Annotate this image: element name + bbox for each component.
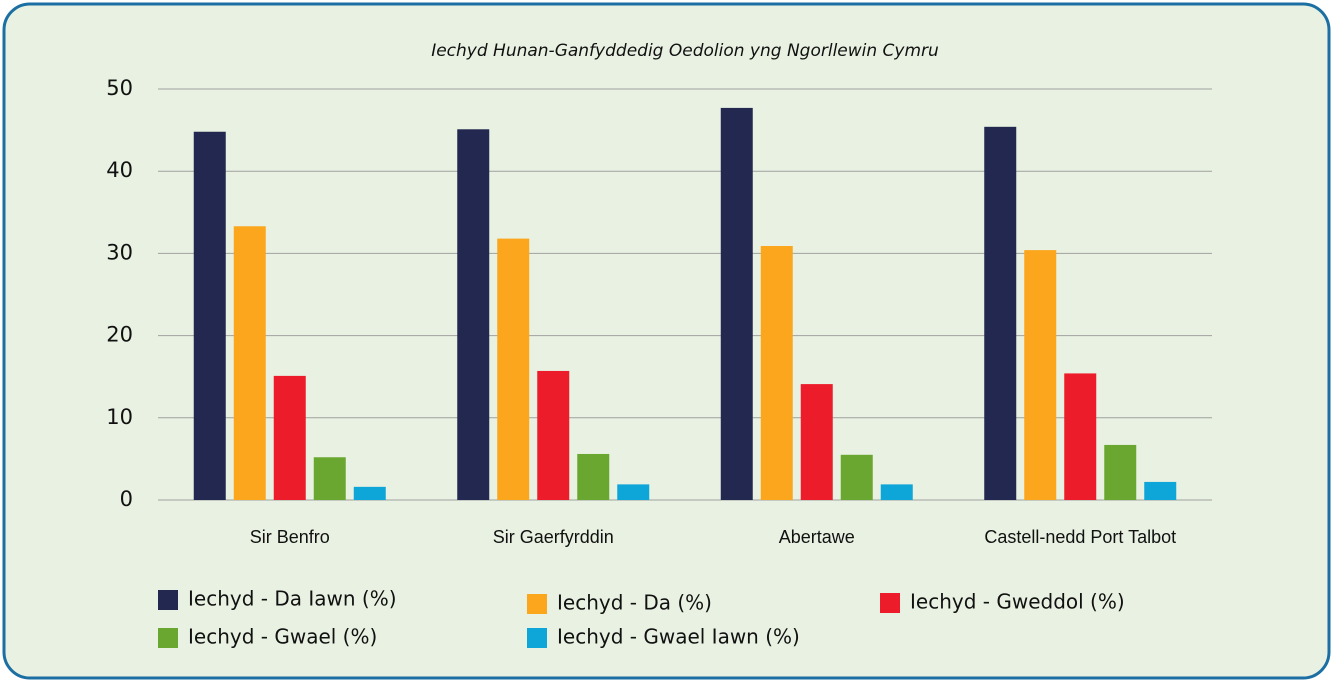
bar: [353, 486, 386, 500]
y-tick-label: 40: [106, 158, 133, 182]
legend-label: Iechyd - Gwael Iawn (%): [557, 625, 800, 649]
x-tick-label: Castell-nedd Port Talbot: [984, 527, 1176, 547]
bar: [800, 384, 833, 500]
legend-swatch: [158, 590, 178, 610]
bar: [313, 457, 346, 500]
bar: [1144, 481, 1177, 500]
bar: [984, 126, 1017, 500]
legend-swatch: [527, 594, 547, 614]
x-tick-label: Abertawe: [779, 527, 855, 547]
legend-label: Iechyd - Da (%): [557, 591, 712, 615]
bar: [577, 453, 610, 500]
bar: [840, 454, 873, 500]
bar: [537, 370, 570, 500]
legend-label: Iechyd - Gwael (%): [188, 625, 377, 649]
bar: [880, 484, 913, 500]
x-tick-label: Sir Benfro: [250, 527, 330, 547]
legend-swatch: [880, 593, 900, 613]
bar: [1064, 373, 1097, 500]
bar: [760, 246, 793, 500]
bar: [1104, 444, 1137, 500]
legend-swatch: [158, 628, 178, 648]
bar: [617, 484, 650, 500]
bar: [193, 131, 226, 500]
bar: [1024, 250, 1057, 500]
bar: [457, 129, 490, 500]
legend-swatch: [527, 628, 547, 648]
bar: [720, 107, 753, 500]
bar: [233, 226, 266, 501]
chart-title: Iechyd Hunan-Ganfyddedig Oedolion yng Ng…: [431, 41, 939, 61]
bar: [497, 238, 530, 500]
x-tick-label: Sir Gaerfyrddin: [493, 527, 614, 547]
y-tick-label: 20: [106, 323, 133, 347]
legend-label: Iechyd - Gweddol (%): [910, 590, 1125, 614]
y-tick-label: 30: [106, 240, 133, 264]
y-tick-label: 0: [120, 487, 133, 511]
y-tick-label: 10: [106, 405, 133, 429]
y-tick-label: 50: [106, 76, 133, 100]
legend-label: Iechyd - Da Iawn (%): [188, 587, 397, 611]
bar: [273, 375, 306, 500]
